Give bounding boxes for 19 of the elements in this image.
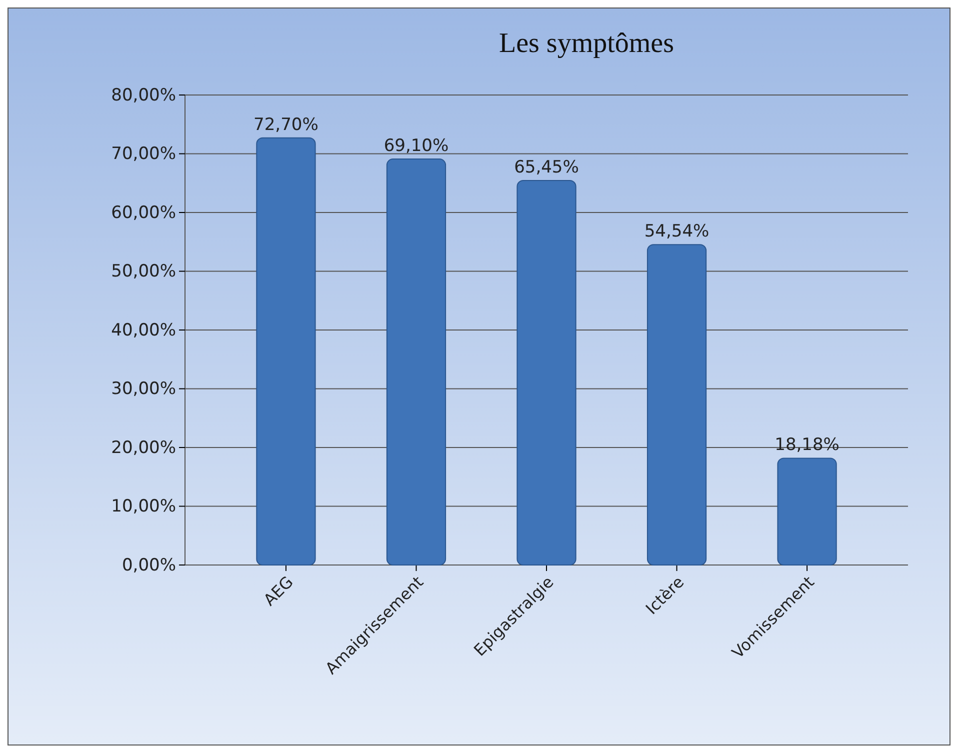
y-tick-label: 0,00%: [122, 555, 176, 576]
y-tick-label: 40,00%: [111, 320, 176, 340]
bar: [256, 137, 316, 566]
bar: [777, 458, 837, 566]
y-tick-label: 30,00%: [111, 379, 176, 400]
data-label: 54,54%: [644, 222, 710, 242]
y-tick-label: 10,00%: [111, 496, 176, 517]
bar: [646, 244, 707, 566]
y-tick-label: 20,00%: [111, 438, 176, 458]
y-tick-label: 80,00%: [111, 85, 176, 106]
y-tick-label: 70,00%: [111, 144, 176, 164]
y-tick-label: 50,00%: [111, 262, 176, 282]
data-label: 69,10%: [384, 136, 449, 156]
chart-title: Les symptômes: [499, 28, 674, 59]
y-tick-label: 60,00%: [111, 202, 176, 223]
data-label: 65,45%: [514, 157, 579, 178]
data-label: 72,70%: [254, 114, 318, 135]
bar: [386, 158, 446, 566]
bar: [516, 180, 576, 566]
